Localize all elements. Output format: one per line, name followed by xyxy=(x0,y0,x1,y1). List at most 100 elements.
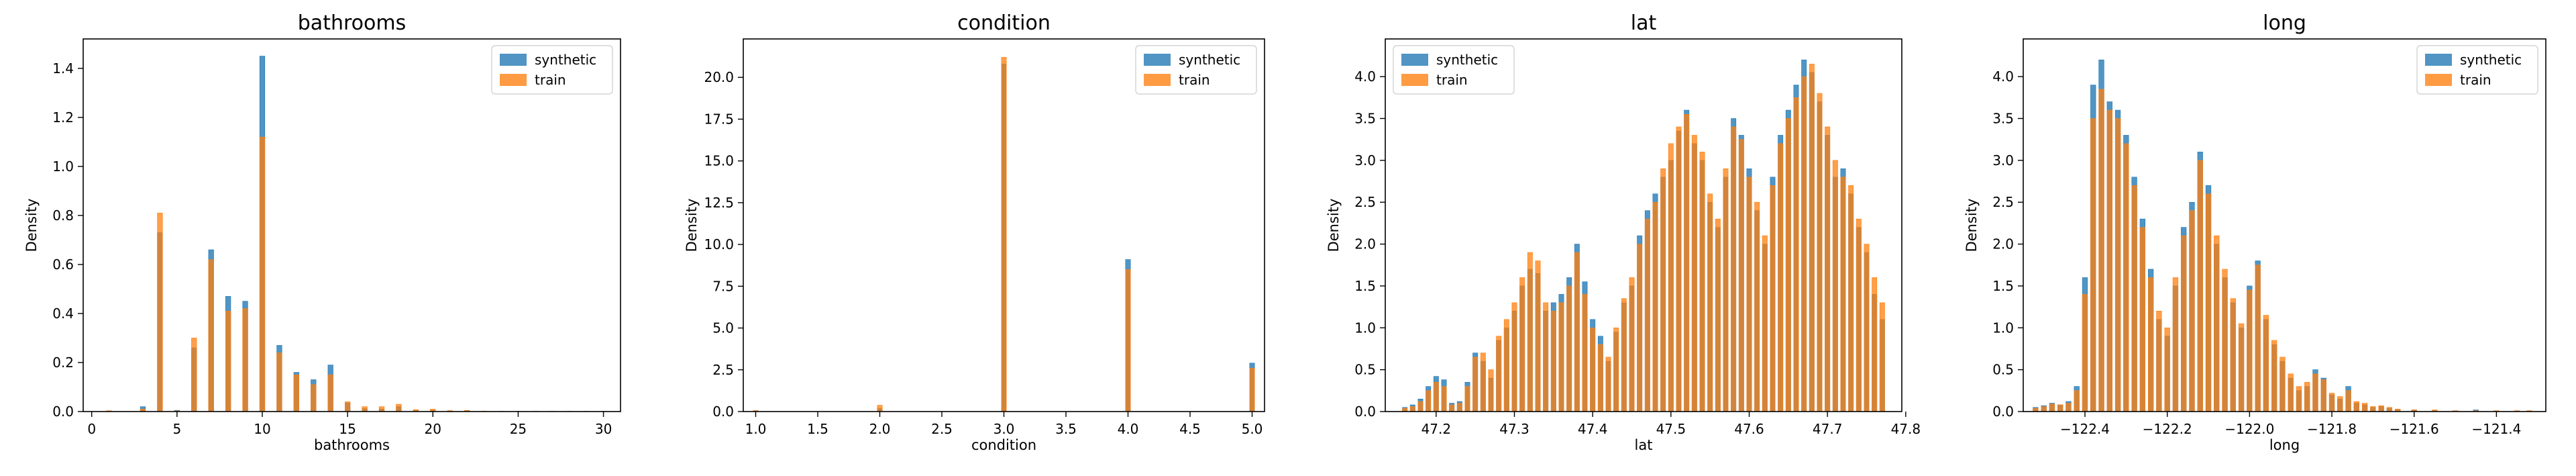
bar-train-1 xyxy=(2041,406,2047,412)
y-axis-label: Density xyxy=(1326,199,1342,252)
bar-train-4 xyxy=(191,338,197,412)
x-tick-label: 2.5 xyxy=(931,421,953,437)
y-tick-label: 1.2 xyxy=(52,109,74,126)
bar-train-41 xyxy=(2370,406,2376,412)
bar-train-22 xyxy=(1574,252,1580,412)
x-tick-label: 47.4 xyxy=(1578,421,1608,437)
x-tick-label: 4.0 xyxy=(1118,421,1139,437)
legend-swatch-train xyxy=(500,74,527,86)
bar-train-21 xyxy=(1566,285,1572,412)
bar-train-4 xyxy=(1249,367,1255,412)
legend-label-train: train xyxy=(2460,72,2491,88)
bar-train-56 xyxy=(1840,177,1846,412)
bar-train-5 xyxy=(208,259,214,412)
y-tick-label: 1.0 xyxy=(1354,320,1376,336)
x-tick-label: 3.5 xyxy=(1055,421,1077,437)
bar-train-50 xyxy=(1793,97,1799,412)
bar-train-49 xyxy=(1785,118,1791,412)
y-tick-label: 5.0 xyxy=(712,320,734,336)
y-axis-label: Density xyxy=(684,199,700,252)
y-tick-label: 0.0 xyxy=(1354,403,1376,420)
bar-train-27 xyxy=(1613,327,1619,412)
bar-train-38 xyxy=(2345,390,2351,412)
x-tick-label: 47.6 xyxy=(1734,421,1764,437)
bar-train-41 xyxy=(1723,169,1729,412)
y-tick-label: 2.5 xyxy=(712,362,734,378)
bar-train-36 xyxy=(1684,113,1690,412)
bar-train-34 xyxy=(1668,143,1674,412)
bar-train-19 xyxy=(1550,311,1556,412)
bar-train-34 xyxy=(2312,373,2318,412)
bar-train-54 xyxy=(1825,126,1831,412)
bar-train-11 xyxy=(1488,369,1494,412)
x-tick-label: 30 xyxy=(595,421,612,437)
y-tick-label: 0.6 xyxy=(52,256,74,273)
x-tick-label: 25 xyxy=(510,421,527,437)
bar-train-14 xyxy=(1511,302,1517,412)
y-tick-label: 3.0 xyxy=(1992,152,2014,169)
x-tick-label: 2.0 xyxy=(869,421,891,437)
y-tick-label: 0.5 xyxy=(1992,362,2014,378)
bar-train-40 xyxy=(1715,218,1721,412)
x-axis-label: bathrooms xyxy=(314,437,390,453)
y-tick-label: 1.0 xyxy=(52,158,74,175)
legend: synthetic train xyxy=(491,45,613,95)
bar-train-55 xyxy=(1832,160,1838,412)
y-tick-label: 12.5 xyxy=(704,195,734,211)
bar-train-7 xyxy=(1456,403,1462,412)
bar-train-42 xyxy=(1731,126,1737,412)
chart-title: lat xyxy=(1631,11,1657,35)
bar-train-8 xyxy=(1464,386,1470,412)
y-tick-label: 10.0 xyxy=(704,236,734,252)
axes-frame xyxy=(83,38,621,412)
y-tick-label: 0.4 xyxy=(52,305,74,322)
y-tick-label: 20.0 xyxy=(704,69,734,85)
x-tick-label: 1.0 xyxy=(745,421,767,437)
bar-train-40 xyxy=(2361,403,2368,412)
bar-train-14 xyxy=(362,406,368,412)
bar-train-24 xyxy=(1590,327,1596,412)
bar-train-16 xyxy=(2164,327,2170,412)
panel-long: −122.4 −122.2 −122.0 −121.8 −121.6 −121.4 0.0 0… xyxy=(1964,11,2546,453)
bar-train-8 xyxy=(2098,89,2104,412)
y-tick-label: 0.0 xyxy=(52,403,74,420)
y-tick-label: 7.5 xyxy=(712,278,734,294)
bar-train-17 xyxy=(2172,277,2179,412)
y-tick-label: 3.5 xyxy=(1992,110,2014,126)
x-tick-label: 15 xyxy=(339,421,356,437)
y-axis-label: Density xyxy=(1964,199,1980,252)
bar-train-13 xyxy=(345,401,351,412)
bar-train-2 xyxy=(2049,403,2055,412)
y-tick-label: 17.5 xyxy=(704,111,734,127)
chart-title: long xyxy=(2263,11,2306,35)
bar-train-39 xyxy=(2353,401,2359,412)
chart-title: bathrooms xyxy=(298,11,406,35)
x-tick-label: −122.4 xyxy=(2060,421,2110,437)
x-tick-label: 5 xyxy=(172,421,181,437)
bar-train-17 xyxy=(1535,260,1541,412)
bar-train-60 xyxy=(1872,277,1878,412)
legend-swatch-synthetic xyxy=(500,54,527,66)
x-tick-label: −121.6 xyxy=(2390,421,2439,437)
legend-swatch-synthetic xyxy=(2425,54,2452,66)
x-tick-label: 47.8 xyxy=(1891,421,1921,437)
bar-train-20 xyxy=(1558,302,1564,412)
bar-train-35 xyxy=(2320,379,2326,412)
y-tick-label: 2.5 xyxy=(1354,194,1376,210)
legend-label-synthetic: synthetic xyxy=(1436,52,1498,68)
bar-train-59 xyxy=(1864,244,1870,412)
x-axis-label: lat xyxy=(1635,437,1653,453)
bar-train-10 xyxy=(2114,118,2121,412)
bar-train-38 xyxy=(1699,152,1705,412)
bar-train-51 xyxy=(1801,76,1807,412)
y-tick-label: 4.0 xyxy=(1354,68,1376,85)
legend-label-train: train xyxy=(1436,72,1468,88)
bar-train-53 xyxy=(1817,93,1823,412)
x-tick-label: 10 xyxy=(254,421,270,437)
x-tick-label: 5.0 xyxy=(1242,421,1263,437)
bar-train-10 xyxy=(293,374,299,412)
bar-train-9 xyxy=(1472,356,1479,412)
y-tick-label: 2.0 xyxy=(1354,236,1376,252)
bar-train-30 xyxy=(1637,244,1643,412)
bar-train-12 xyxy=(1496,336,1502,412)
